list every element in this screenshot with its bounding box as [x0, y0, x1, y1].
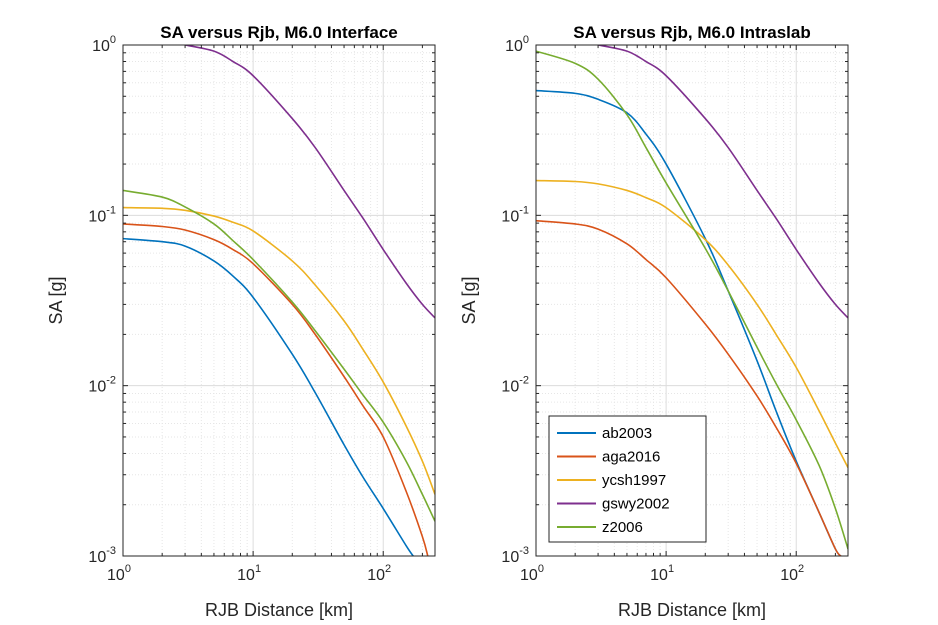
y-tick-label: 10-2: [88, 375, 116, 396]
series-line-z2006: [536, 50, 848, 550]
series-line-aga2016: [536, 219, 842, 556]
series-line-gswy2002: [597, 45, 848, 319]
y-tick-label: 100: [92, 34, 116, 55]
y-tick-label: 10-1: [88, 204, 116, 225]
plot-area: [123, 45, 435, 556]
legend-entry-aga2016: aga2016: [602, 449, 660, 466]
series-lines: [536, 45, 848, 556]
series-line-series-5: [123, 189, 435, 522]
x-tick-label: 101: [650, 563, 674, 584]
y-tick-label: 10-1: [501, 204, 529, 225]
series-line-series-1: [123, 237, 414, 556]
series-line-ycsh1997: [536, 179, 848, 469]
series-lines: [123, 45, 435, 556]
axes: [535, 44, 849, 557]
x-tick-label: 101: [237, 563, 261, 584]
chart-panel-1: 100 101 102 10-3 10-2 10-1 100 SA versus Rjb, M…: [46, 23, 436, 620]
x-tick-label: 100: [107, 563, 131, 584]
series-line-series-4: [184, 45, 435, 319]
chart-title: SA versus Rjb, M6.0 Interface: [160, 23, 397, 42]
y-axis-label: SA [g]: [46, 276, 66, 324]
series-line-series-3: [123, 206, 435, 495]
axes: [122, 44, 436, 557]
legend-entry-z2006: z2006: [602, 519, 643, 536]
y-axis-label: SA [g]: [459, 276, 479, 324]
legend-entry-gswy2002: gswy2002: [602, 496, 670, 513]
chart-panel-2: 100 101 102 10-3 10-2 10-1 100 SA versus Rjb, M…: [459, 23, 849, 620]
legend-entry-ab2003: ab2003: [602, 425, 652, 442]
axes-box: [535, 44, 849, 557]
y-tick-label: 10-2: [501, 375, 529, 396]
x-tick-label: 102: [367, 563, 391, 584]
x-tick-label: 102: [780, 563, 804, 584]
y-tick-label: 10-3: [501, 545, 529, 566]
legend: ab2003 aga2016 ycsh1997 gswy2002 z2006: [548, 415, 707, 543]
grid: [122, 44, 435, 557]
axes-box: [122, 44, 436, 557]
legend-entry-ycsh1997: ycsh1997: [602, 472, 666, 489]
chart-title: SA versus Rjb, M6.0 Intraslab: [573, 23, 810, 42]
y-tick-label: 100: [505, 34, 529, 55]
x-axis-label: RJB Distance [km]: [205, 600, 353, 620]
y-tick-label: 10-3: [88, 545, 116, 566]
x-axis-label: RJB Distance [km]: [618, 600, 766, 620]
series-line-series-2: [123, 223, 429, 556]
x-tick-label: 100: [520, 563, 544, 584]
